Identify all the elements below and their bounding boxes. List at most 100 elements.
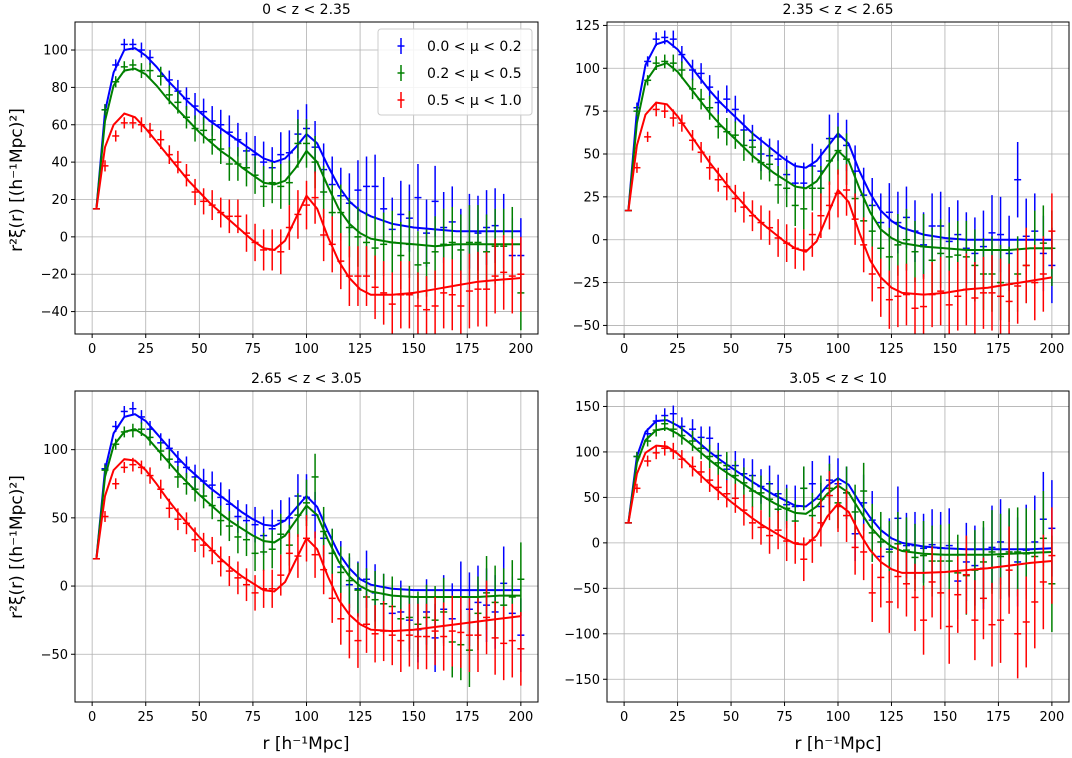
x-tick-label: 100	[826, 710, 851, 725]
series-2	[624, 54, 1056, 322]
y-tick-label: 100	[575, 445, 600, 460]
data-point	[851, 193, 859, 245]
data-point	[652, 32, 660, 46]
model-line	[627, 419, 1052, 551]
data-point	[388, 210, 396, 275]
data-point	[354, 562, 362, 618]
data-point	[242, 214, 250, 252]
data-point	[689, 456, 697, 477]
data-point	[174, 466, 182, 488]
data-point	[165, 498, 173, 518]
data-point	[431, 596, 439, 666]
data-point	[165, 145, 173, 164]
data-point	[354, 246, 362, 306]
data-point	[697, 88, 705, 110]
data-point	[945, 589, 953, 664]
model-line	[95, 428, 521, 598]
data-point	[678, 426, 686, 445]
data-point	[112, 76, 120, 88]
data-point	[517, 611, 525, 686]
data-point	[868, 246, 876, 302]
data-point	[277, 163, 285, 209]
data-point	[311, 171, 319, 224]
data-point	[388, 272, 396, 334]
data-point	[783, 169, 791, 208]
data-point	[146, 63, 154, 79]
x-tick-label: 175	[986, 342, 1011, 357]
data-point	[988, 255, 996, 331]
data-point	[380, 601, 388, 662]
data-point	[191, 115, 199, 142]
data-point	[157, 479, 165, 499]
data-point	[234, 561, 242, 595]
data-point	[800, 466, 808, 511]
data-point	[1031, 555, 1039, 649]
data-point	[101, 160, 109, 172]
data-point	[363, 595, 371, 653]
data-point	[129, 59, 137, 71]
data-point	[320, 545, 328, 595]
data-point	[101, 511, 109, 522]
data-point	[129, 423, 137, 438]
data-point	[397, 609, 405, 672]
y-tick-label: 0	[592, 233, 600, 248]
data-point	[371, 605, 379, 663]
model-line	[627, 61, 1052, 251]
legend-label: 0.5 < μ < 1.0	[427, 93, 522, 109]
x-tick-label: 25	[669, 342, 686, 357]
data-point	[731, 483, 739, 513]
data-point	[689, 59, 697, 81]
data-point	[928, 262, 936, 328]
data-point	[303, 180, 310, 230]
data-point	[260, 165, 268, 207]
data-point	[766, 147, 774, 182]
data-point	[517, 236, 525, 312]
data-point	[363, 246, 371, 306]
data-point	[294, 190, 302, 239]
data-point	[345, 246, 353, 306]
data-point	[979, 256, 987, 329]
data-point	[723, 85, 731, 113]
x-tick-label: 125	[879, 342, 904, 357]
x-tick-label: 0	[88, 710, 96, 725]
data-point	[465, 253, 473, 329]
data-point	[860, 217, 868, 273]
data-point	[405, 603, 413, 667]
data-point	[808, 517, 816, 563]
data-point	[644, 435, 652, 447]
y-tick-label: −25	[573, 276, 600, 291]
data-point	[200, 188, 208, 215]
plot-area	[92, 38, 525, 334]
data-point	[337, 546, 345, 599]
data-point	[911, 563, 919, 632]
legend-box	[377, 28, 533, 116]
figure-ylabel-bottom: r²ξ(r) [(h⁻¹Mpc)²]	[7, 475, 27, 619]
x-tick-label: 50	[191, 710, 208, 725]
data-point	[1014, 507, 1022, 597]
data-point	[971, 580, 979, 661]
data-point	[678, 61, 686, 79]
x-tick-label: 200	[1039, 342, 1064, 357]
y-tick-label: −40	[41, 305, 68, 320]
data-point	[885, 571, 893, 633]
data-point	[242, 568, 250, 602]
data-point	[757, 475, 765, 511]
data-point	[902, 551, 910, 617]
x-tick-label: 50	[191, 342, 208, 357]
y-tick-label: 75	[583, 105, 600, 120]
y-tick-label: 0	[592, 536, 600, 551]
data-point	[225, 511, 233, 542]
data-point	[191, 92, 199, 120]
data-point	[766, 210, 774, 245]
data-point	[260, 532, 268, 572]
data-point	[740, 130, 748, 161]
x-tick-label: 175	[455, 342, 480, 357]
data-point	[474, 251, 482, 327]
data-point	[234, 520, 242, 554]
data-point	[678, 114, 686, 132]
data-point	[860, 523, 868, 581]
data-point	[1005, 263, 1013, 334]
series-3	[624, 441, 1056, 679]
data-point	[112, 421, 120, 432]
data-point	[800, 229, 808, 271]
